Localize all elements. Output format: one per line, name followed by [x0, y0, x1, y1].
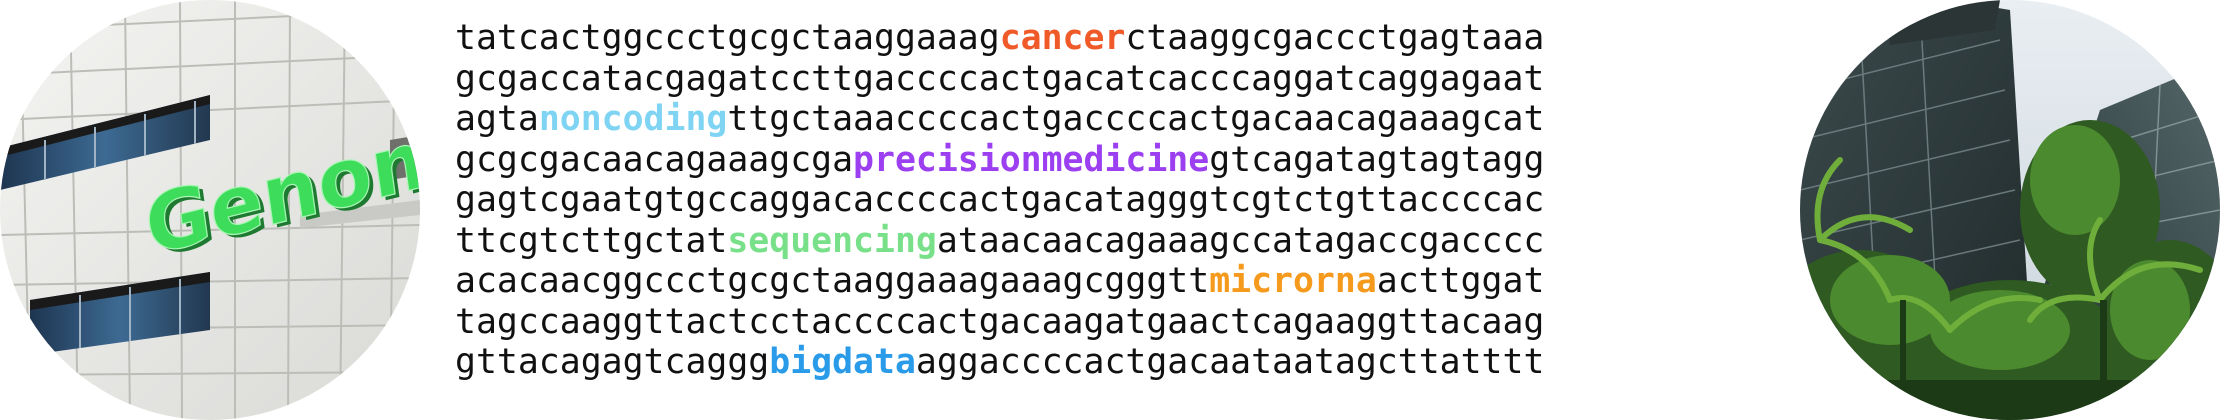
sequence-text: acttggat: [1376, 261, 1545, 301]
sequence-text: gagtcgaatgtgccaggacaccccactgacatagggtcgt…: [455, 180, 1545, 220]
sequence-line: agtanoncodingttgctaaaccccactgaccccactgac…: [455, 99, 1775, 140]
atrium-building-with-palms-photo-icon: [1800, 0, 2220, 420]
sequence-line: gagtcgaatgtgccaggacaccccactgacatagggtcgt…: [455, 180, 1775, 221]
sequence-text: agta: [455, 99, 539, 139]
sequence-text: gttacagagtcaggg: [455, 342, 770, 382]
sequence-text: gtcagatagtagtagg: [1209, 139, 1545, 180]
sequence-keyword: sequencing: [727, 220, 937, 261]
sequence-keyword: cancer: [999, 18, 1126, 58]
sequence-text: gcgaccatacgagatccttgaccccactgacatcacccag…: [455, 58, 1545, 99]
sequence-line: acacaacggccctgcgctaaggaaagaaagcgggttmicr…: [455, 261, 1775, 302]
atrium-building-photo: [1800, 0, 2220, 420]
sequence-line: gttacagagtcagggbigdataaggaccccactgacaata…: [455, 342, 1775, 383]
sequence-text: ataacaacagaaagccatagaccgacccc: [936, 220, 1545, 261]
sequence-line: tatcactggccctgcgctaaggaaagcancerctaaggcg…: [455, 18, 1775, 59]
sequence-text: aggaccccactgacaataatagcttatttt: [915, 342, 1545, 382]
sequence-line: tagccaaggttactcctaccccactgacaagatgaactca…: [455, 302, 1775, 343]
sequence-text: tagccaaggttactcctaccccactgacaagatgaactca…: [455, 301, 1545, 342]
sequence-text: ttcgtcttgctat: [455, 220, 728, 261]
sequence-keyword: precisionmedicine: [853, 139, 1210, 180]
genome-building-photo-icon: Genome Genome: [0, 0, 420, 420]
sequence-line: gcgaccatacgagatccttgaccccactgacatcacccag…: [455, 59, 1775, 100]
sequence-keyword: noncoding: [538, 99, 728, 139]
dna-sequence-block: tatcactggccctgcgctaaggaaagcancerctaaggcg…: [455, 18, 1775, 383]
sequence-line: gcgcgacaacagaaagcgaprecisionmedicinegtca…: [455, 140, 1775, 181]
sequence-text: gcgcgacaacagaaagcga: [455, 139, 854, 180]
sequence-keyword: microrna: [1209, 261, 1377, 301]
sequence-text: ctaaggcgaccctgagtaaa: [1125, 18, 1545, 58]
sequence-text: acacaacggccctgcgctaaggaaagaaagcgggtt: [455, 261, 1210, 301]
sequence-text: tatcactggccctgcgctaaggaaag: [455, 18, 1000, 58]
sequence-line: ttcgtcttgctatsequencingataacaacagaaagcca…: [455, 221, 1775, 262]
genome-building-photo: Genome Genome: [0, 0, 420, 420]
sequence-keyword: bigdata: [769, 342, 916, 382]
sequence-text: ttgctaaaccccactgaccccactgacaacagaaagcat: [727, 99, 1545, 139]
